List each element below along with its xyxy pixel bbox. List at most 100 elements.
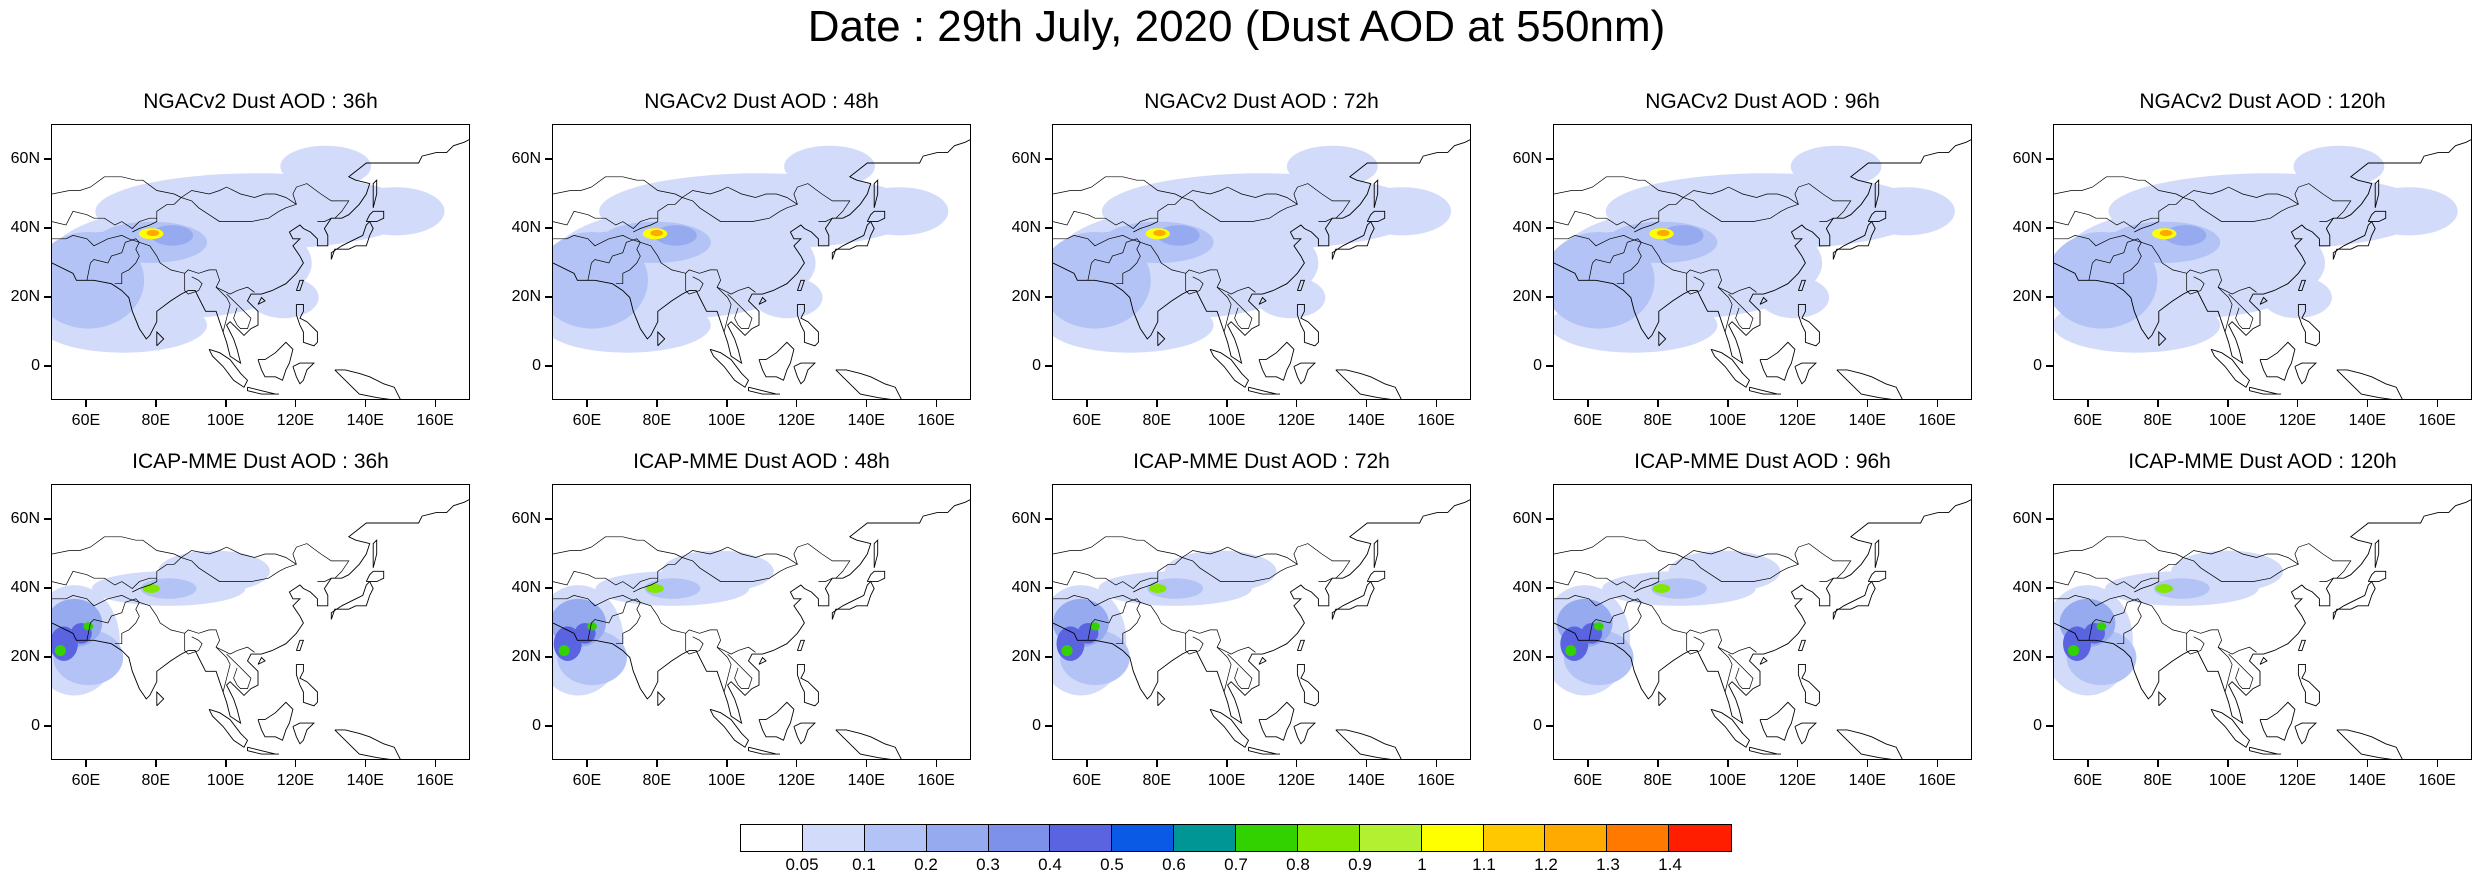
country-border [1686, 633, 1705, 655]
lat-tick-label: 60N [511, 149, 541, 167]
country-border [1717, 286, 1733, 333]
country-border [226, 653, 252, 689]
country-border [2183, 186, 2299, 205]
coastline [793, 362, 817, 385]
country-border [52, 595, 255, 655]
country-border [1133, 543, 1351, 593]
lon-tick-label: 120E [276, 412, 315, 429]
lon-tick-label: 160E [416, 412, 454, 429]
lon-tick-label: 160E [1918, 772, 1956, 789]
aod-patch [1593, 622, 1604, 631]
lon-tick-label: 120E [1778, 412, 1817, 429]
lon-tick [795, 400, 798, 407]
lat-tick-label: 40N [511, 218, 541, 236]
map-svg [1554, 499, 1971, 759]
lat-tick [44, 365, 51, 367]
coastline [1373, 179, 1379, 208]
aod-patch [2155, 584, 2173, 593]
coastline [2158, 690, 2167, 707]
lon-tick [1086, 400, 1088, 407]
lat-tick-label: 20N [10, 287, 40, 305]
lon-tick [1796, 400, 1799, 407]
map-svg [52, 139, 469, 399]
aod-patch [2262, 276, 2332, 319]
aod-patch [2080, 231, 2151, 295]
country-border [215, 286, 231, 333]
country-border [587, 598, 641, 645]
coastline [1794, 362, 1818, 385]
country-border [727, 293, 753, 329]
colorbar-cell [1545, 825, 1608, 851]
lon-tick [2227, 760, 2229, 767]
coastline [796, 303, 819, 347]
coastline [1867, 210, 1887, 223]
lon-tick [1226, 400, 1228, 407]
coastline [796, 639, 806, 652]
lat-tick-label: 20N [511, 647, 541, 665]
map-svg [52, 499, 469, 759]
aod-patch [1061, 645, 1073, 657]
lon-tick-label: 100E [707, 412, 746, 429]
country-border [2134, 183, 2352, 233]
lon-tick-label: 140E [346, 772, 384, 789]
lon-tick-label: 80E [1643, 412, 1672, 429]
country-border [317, 217, 332, 222]
dust-aod-map [1052, 484, 1471, 760]
lon-tick [364, 760, 367, 767]
lon-tick [225, 760, 227, 767]
coastline [2336, 729, 2403, 759]
coastline [1335, 729, 1402, 759]
coastline [1293, 362, 1317, 385]
aod-patch [142, 584, 160, 593]
panel-title: ICAP-MME Dust AOD : 72h [1133, 450, 1390, 473]
coastline [1373, 539, 1379, 568]
country-border [132, 543, 350, 593]
lon-tick [726, 400, 728, 407]
coastline [2259, 701, 2296, 741]
coastline [2367, 210, 2387, 223]
lat-tick [545, 365, 552, 367]
coastline [1658, 690, 1667, 707]
coastline [793, 722, 817, 745]
lon-tick [1866, 760, 1869, 767]
lon-tick-label: 60E [1072, 412, 1102, 429]
colorbar-label: 0.8 [1286, 855, 1310, 874]
coastline [2336, 369, 2403, 399]
lat-tick [44, 227, 51, 229]
lon-tick [2296, 760, 2299, 767]
lon-tick-label: 160E [1918, 412, 1956, 429]
coastline [1366, 210, 1386, 223]
panel-title: ICAP-MME Dust AOD : 36h [132, 450, 389, 473]
lon-tick [935, 760, 938, 767]
lon-tick-label: 80E [141, 412, 170, 429]
coastline [372, 539, 378, 568]
country-border [1683, 186, 1799, 205]
lon-tick [1866, 400, 1869, 407]
country-border [184, 273, 203, 295]
lon-tick-label: 160E [2418, 772, 2456, 789]
coastline [1293, 722, 1317, 745]
lon-tick-label: 140E [2348, 412, 2386, 429]
dust-aod-map [1553, 484, 1972, 760]
coastline [2249, 386, 2281, 395]
country-border [1634, 183, 1852, 233]
lon-tick [85, 760, 87, 767]
aod-patch [146, 229, 160, 237]
lat-tick-label: 0 [2033, 716, 2042, 734]
coastline [372, 179, 378, 208]
lat-tick [1546, 158, 1553, 160]
lon-tick-label: 140E [1848, 772, 1886, 789]
coastline [365, 210, 385, 223]
lon-tick-label: 140E [2348, 772, 2386, 789]
coastline [1248, 386, 1280, 395]
country-border [1216, 286, 1232, 333]
colorbar-label: 0.3 [976, 855, 1000, 874]
country-border [1554, 536, 1684, 558]
aod-shading [1554, 550, 1781, 696]
coastline [1554, 139, 1971, 365]
coastline [873, 539, 879, 568]
coastline [2259, 296, 2268, 305]
lat-tick [1546, 365, 1553, 367]
country-border [2319, 577, 2334, 582]
country-border [553, 570, 658, 589]
